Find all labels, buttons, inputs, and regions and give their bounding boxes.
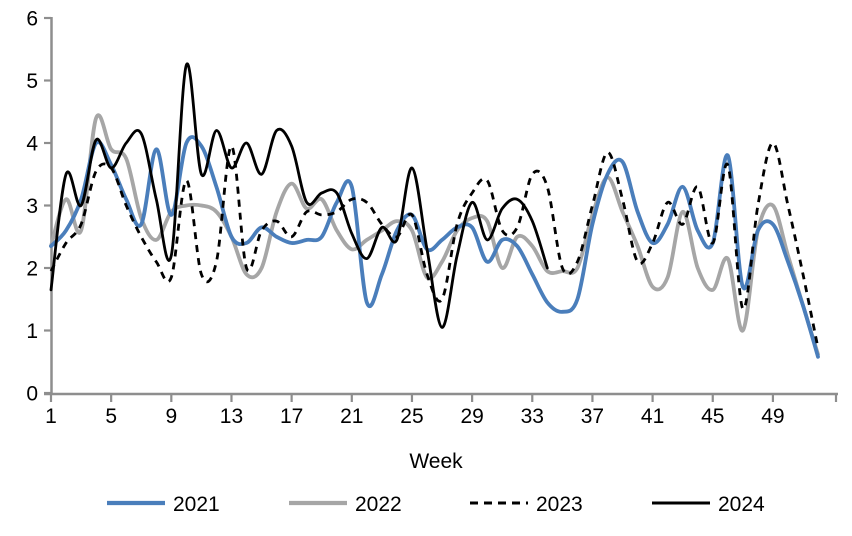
- y-tick-label: 2: [26, 258, 38, 281]
- legend-item-2024: 2024: [652, 493, 765, 516]
- x-tick-label: 1: [45, 405, 57, 428]
- series-line-2021: [49, 135, 820, 359]
- y-tick-label: 4: [26, 133, 38, 156]
- axes: [44, 16, 838, 402]
- x-tick-label: 17: [280, 405, 303, 428]
- x-tick-label: 9: [165, 405, 177, 428]
- x-tick-label: 33: [521, 405, 544, 428]
- series-line-2022: [49, 113, 820, 357]
- x-tick-label: 49: [761, 405, 784, 428]
- series-line-2024: [49, 62, 549, 329]
- y-tick-label: 5: [26, 70, 38, 93]
- y-tick-label: 0: [26, 383, 38, 406]
- x-tick-label: 37: [581, 405, 604, 428]
- x-tick-label: 41: [641, 405, 664, 428]
- legend-label-2024: 2024: [718, 493, 765, 516]
- series-lines: [49, 62, 820, 359]
- legend-label-2021: 2021: [173, 493, 220, 516]
- x-tick-label: 21: [340, 405, 363, 428]
- x-tick-label: 45: [701, 405, 724, 428]
- x-tick-label: 29: [460, 405, 483, 428]
- y-tick-label: 6: [26, 8, 38, 31]
- legend-item-2021: 2021: [107, 493, 220, 516]
- legend-item-2022: 2022: [289, 493, 402, 516]
- x-tick-label: 25: [400, 405, 423, 428]
- x-axis-title: Week: [409, 450, 463, 473]
- y-tick-label: 3: [26, 195, 38, 218]
- legend-label-2022: 2022: [355, 493, 402, 516]
- y-tick-label: 1: [26, 320, 38, 343]
- legend-item-2023: 2023: [470, 493, 583, 516]
- legend: 2021 2022 2023 2024: [107, 493, 765, 516]
- x-tick-label: 13: [220, 405, 243, 428]
- series-line-2023: [49, 141, 820, 349]
- legend-label-2023: 2023: [536, 493, 583, 516]
- x-tick-label: 5: [105, 405, 117, 428]
